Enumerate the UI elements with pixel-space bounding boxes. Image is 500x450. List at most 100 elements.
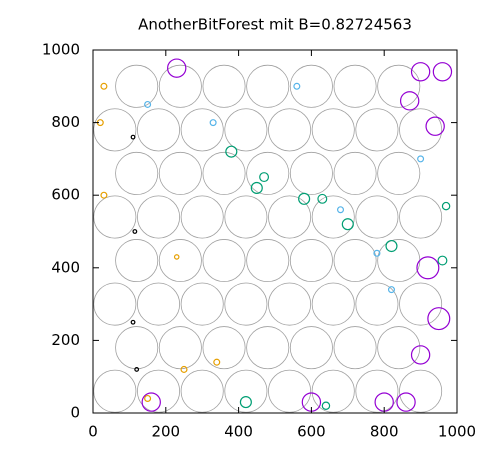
circle-mark bbox=[399, 108, 443, 152]
circle-mark bbox=[311, 369, 355, 413]
x-tick-label: 1000 bbox=[438, 423, 476, 441]
circle-mark bbox=[317, 193, 328, 204]
circle-mark bbox=[93, 195, 137, 239]
circle-mark bbox=[289, 64, 333, 108]
circle-mark bbox=[259, 172, 270, 183]
circle-mark bbox=[202, 239, 246, 283]
circle-mark bbox=[377, 151, 421, 195]
circle-mark bbox=[130, 134, 136, 140]
plot-frame bbox=[92, 49, 458, 414]
circle-mark bbox=[311, 108, 355, 152]
circle-mark bbox=[246, 239, 290, 283]
circle-mark bbox=[246, 64, 290, 108]
x-tick-label: 200 bbox=[151, 423, 180, 441]
circle-mark bbox=[93, 369, 137, 413]
circle-mark bbox=[144, 394, 152, 402]
circle-mark bbox=[399, 369, 443, 413]
plot-area bbox=[93, 58, 453, 413]
circle-mark bbox=[410, 62, 431, 82]
circle-mark bbox=[246, 151, 290, 195]
circle-mark bbox=[144, 100, 152, 108]
circle-mark bbox=[93, 108, 137, 152]
circle-mark bbox=[224, 282, 268, 326]
y-tick-label: 1000 bbox=[42, 41, 80, 59]
circle-mark bbox=[333, 239, 377, 283]
circle-mark bbox=[355, 108, 399, 152]
circle-mark bbox=[180, 365, 188, 373]
circle-mark bbox=[115, 151, 159, 195]
y-tick-label: 600 bbox=[51, 186, 80, 204]
circle-mark bbox=[268, 108, 312, 152]
circle-mark bbox=[100, 191, 108, 199]
circle-mark bbox=[134, 367, 140, 372]
circle-mark bbox=[432, 62, 453, 82]
circle-mark bbox=[250, 181, 263, 194]
circle-mark bbox=[137, 108, 181, 152]
circle-mark bbox=[373, 249, 381, 257]
circle-mark bbox=[425, 116, 445, 136]
circle-mark bbox=[180, 369, 224, 413]
circle-mark bbox=[246, 326, 290, 370]
circle-mark bbox=[293, 82, 301, 90]
circle-mark bbox=[268, 282, 312, 326]
circle-mark bbox=[202, 64, 246, 108]
circle-mark bbox=[132, 229, 138, 234]
x-tick-label: 400 bbox=[224, 423, 253, 441]
circle-mark bbox=[115, 64, 159, 108]
circle-mark bbox=[239, 396, 252, 409]
circle-mark bbox=[224, 369, 268, 413]
circle-mark bbox=[93, 282, 137, 326]
circle-mark bbox=[377, 326, 421, 370]
circle-mark bbox=[180, 282, 224, 326]
circle-mark bbox=[180, 195, 224, 239]
circle-mark bbox=[399, 282, 443, 326]
circle-mark bbox=[130, 319, 136, 325]
circle-mark bbox=[298, 192, 311, 205]
circle-mark bbox=[337, 206, 345, 214]
circle-mark bbox=[385, 239, 398, 253]
circle-mark bbox=[289, 239, 333, 283]
circle-mark bbox=[209, 119, 217, 127]
circle-mark bbox=[115, 239, 159, 283]
circle-mark bbox=[137, 282, 181, 326]
circle-mark bbox=[427, 307, 451, 331]
circle-mark bbox=[333, 326, 377, 370]
circle-mark bbox=[377, 239, 421, 283]
circle-mark bbox=[441, 201, 451, 211]
circle-mark bbox=[224, 108, 268, 152]
y-tick-label: 200 bbox=[51, 331, 80, 349]
circle-mark bbox=[399, 91, 420, 111]
circle-mark bbox=[416, 256, 440, 280]
y-tick-label: 800 bbox=[51, 113, 80, 131]
circle-mark bbox=[311, 195, 355, 239]
circle-mark bbox=[158, 326, 202, 370]
circle-mark bbox=[333, 64, 377, 108]
circle-mark bbox=[387, 286, 395, 294]
circle-mark bbox=[141, 392, 161, 412]
circle-mark bbox=[437, 255, 448, 266]
circle-mark bbox=[333, 151, 377, 195]
circle-mark bbox=[225, 145, 238, 158]
circle-mark bbox=[158, 151, 202, 195]
circle-mark bbox=[410, 345, 431, 365]
circle-mark bbox=[158, 64, 202, 108]
circle-mark bbox=[399, 195, 443, 239]
circle-mark bbox=[137, 369, 181, 413]
circle-mark bbox=[268, 195, 312, 239]
circle-mark bbox=[167, 58, 187, 78]
y-tick-label: 400 bbox=[51, 258, 80, 276]
circle-mark bbox=[341, 218, 354, 231]
circle-mark bbox=[100, 82, 108, 90]
circle-mark bbox=[377, 64, 421, 108]
circle-mark bbox=[224, 195, 268, 239]
circle-mark bbox=[173, 254, 180, 260]
circle-mark bbox=[268, 369, 312, 413]
circle-mark bbox=[289, 326, 333, 370]
x-tick-label: 800 bbox=[370, 423, 399, 441]
x-tick-label: 600 bbox=[297, 423, 326, 441]
circle-mark bbox=[355, 282, 399, 326]
circle-mark bbox=[137, 195, 181, 239]
circle-mark bbox=[417, 155, 425, 163]
circle-mark bbox=[115, 326, 159, 370]
